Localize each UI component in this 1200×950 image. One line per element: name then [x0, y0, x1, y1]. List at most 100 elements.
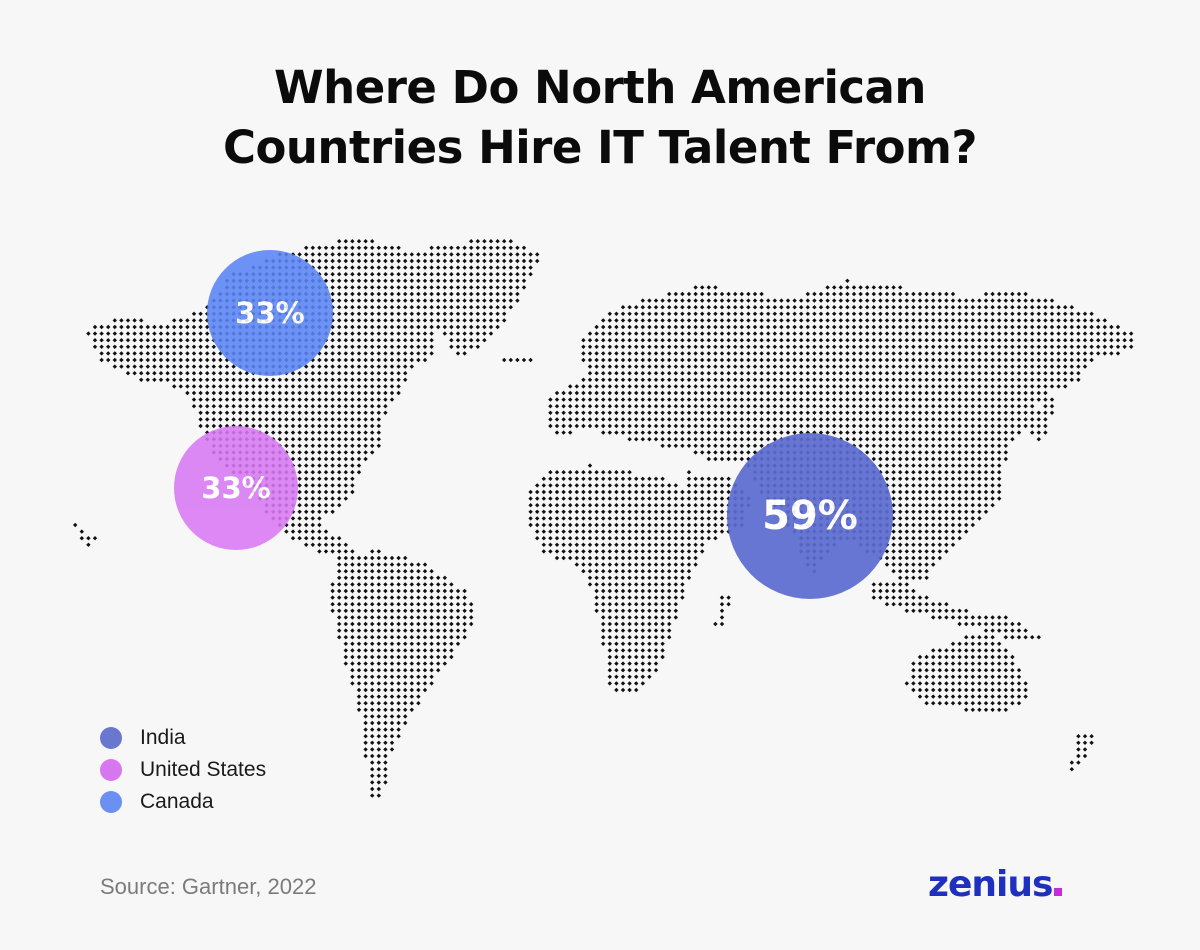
map-dot [594, 331, 599, 336]
map-dot [898, 377, 903, 382]
map-dot [343, 602, 348, 607]
map-dot [581, 377, 586, 382]
map-dot [990, 470, 995, 475]
map-dot [350, 298, 355, 303]
map-dot [290, 384, 296, 389]
map-dot [455, 331, 461, 336]
map-dot [838, 390, 843, 396]
map-dot [924, 384, 929, 389]
map-dot [673, 324, 678, 330]
map-dot [898, 318, 903, 323]
map-dot [304, 364, 309, 369]
map-dot [574, 410, 579, 415]
map-dot [634, 588, 639, 594]
map-dot [977, 430, 982, 435]
map-dot [535, 536, 540, 541]
map-dot [673, 423, 678, 429]
map-dot [812, 338, 817, 343]
map-dot [568, 529, 573, 534]
map-dot [990, 344, 995, 349]
map-dot [601, 569, 606, 574]
map-dot [581, 503, 586, 508]
map-dot [653, 390, 659, 396]
map-dot [211, 397, 216, 402]
map-dot [799, 371, 804, 376]
map-dot [726, 476, 731, 481]
map-dot [449, 628, 454, 633]
map-dot [257, 404, 263, 409]
map-dot [290, 430, 296, 435]
map-dot [911, 555, 916, 561]
map-dot [653, 529, 659, 534]
map-dot [957, 443, 962, 448]
map-dot [891, 536, 896, 541]
map-dot [205, 384, 210, 389]
map-dot [997, 641, 1002, 646]
map-dot [1036, 397, 1041, 402]
map-dot [1049, 331, 1055, 336]
map-dot [950, 536, 956, 541]
map-dot [970, 410, 975, 415]
map-dot [983, 476, 989, 481]
map-dot [389, 351, 395, 356]
map-dot [911, 562, 916, 567]
map-dot [719, 404, 725, 409]
map-dot [581, 489, 586, 495]
map-dot [218, 384, 223, 389]
map-dot [587, 331, 593, 336]
map-dot [950, 608, 956, 613]
map-dot [858, 371, 863, 376]
map-dot [343, 410, 348, 415]
map-dot [726, 344, 731, 349]
map-dot [640, 397, 645, 402]
map-dot [884, 443, 890, 448]
map-dot [627, 344, 632, 349]
map-dot [1049, 377, 1055, 382]
map-dot [554, 503, 560, 508]
map-dot [997, 654, 1002, 660]
map-dot [376, 371, 381, 376]
map-dot [125, 324, 131, 330]
map-dot [370, 265, 375, 270]
map-dot [944, 305, 949, 310]
map-dot [686, 516, 692, 521]
map-dot [917, 357, 923, 363]
map-dot [653, 298, 659, 303]
map-dot [878, 377, 883, 382]
map-dot [772, 311, 777, 316]
map-dot [376, 569, 381, 574]
map-dot [871, 417, 876, 422]
map-dot [627, 522, 632, 528]
map-dot [1069, 324, 1074, 330]
map-dot [964, 516, 969, 521]
map-dot [317, 364, 322, 369]
map-dot [389, 628, 395, 633]
map-dot [337, 351, 342, 356]
map-dot [964, 483, 969, 488]
map-dot [488, 278, 494, 283]
map-dot [469, 338, 474, 343]
map-dot [964, 423, 969, 429]
map-dot [112, 344, 117, 349]
map-dot [376, 305, 381, 310]
map-dot [851, 318, 857, 323]
map-dot [647, 298, 652, 303]
map-dot [957, 489, 962, 495]
map-dot [759, 377, 764, 382]
map-dot [752, 291, 758, 297]
map-dot [911, 344, 916, 349]
map-dot [891, 324, 896, 330]
map-dot [323, 272, 329, 277]
map-dot [574, 496, 579, 501]
map-dot [911, 489, 916, 495]
map-dot [343, 450, 348, 455]
map-dot [449, 338, 454, 343]
map-dot [99, 338, 104, 343]
map-dot [620, 470, 626, 475]
map-dot [950, 298, 956, 303]
map-dot [937, 443, 942, 448]
map-dot [284, 384, 289, 389]
map-dot [825, 397, 830, 402]
map-dot [772, 344, 777, 349]
map-dot [488, 258, 494, 264]
